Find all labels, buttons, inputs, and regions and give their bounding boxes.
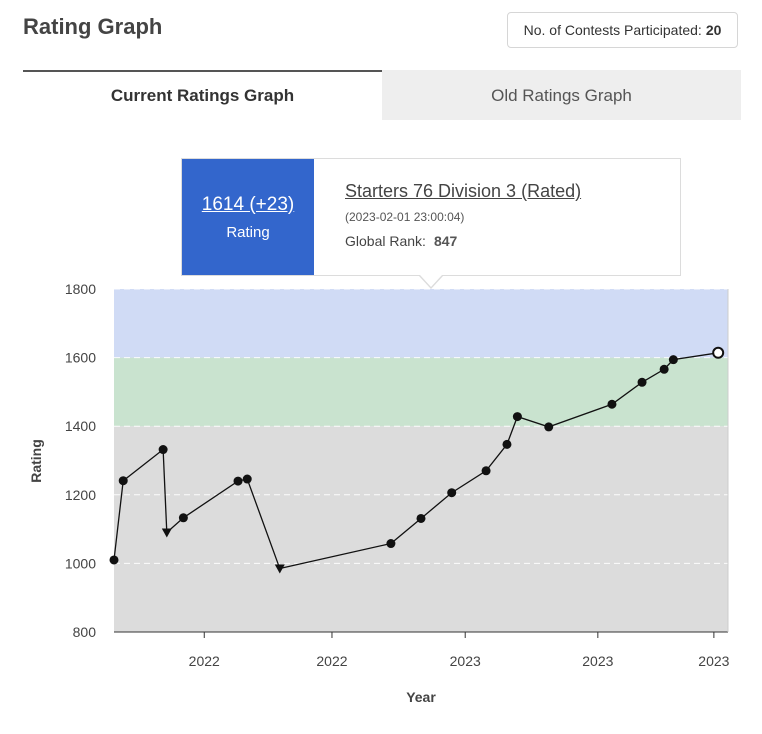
tooltip-rating-value[interactable]: 1614 (+23) — [201, 193, 295, 215]
grid-lines — [114, 288, 728, 564]
x-tick-label-3: 2023 — [582, 653, 613, 669]
contests-count-label: No. of Contests Participated: — [523, 22, 702, 38]
tooltip-rating-label: Rating — [226, 223, 270, 241]
y-tick-label-1600: 1600 — [65, 350, 96, 366]
y-axis-label: Rating — [28, 439, 44, 483]
rating-point-18 — [668, 355, 678, 365]
contests-count-value: 20 — [705, 22, 722, 38]
rating-point-11 — [481, 466, 491, 476]
tooltip-rating-panel: 1614 (+23) Rating — [182, 159, 314, 275]
rating-point-7 — [274, 564, 285, 574]
rating-point-14 — [544, 422, 554, 432]
rating-point-12 — [502, 439, 512, 449]
y-tick-label-1800: 1800 — [65, 281, 96, 297]
rating-bands — [114, 289, 728, 632]
y-tick-label-1400: 1400 — [65, 418, 96, 434]
x-tick-label-1: 2022 — [316, 653, 347, 669]
y-tick-label-1000: 1000 — [65, 555, 96, 571]
tab-current-ratings-graph[interactable]: Current Ratings Graph — [23, 70, 382, 120]
rating-point-15 — [607, 399, 617, 409]
rating-series — [109, 346, 725, 574]
page-title: Rating Graph — [23, 14, 163, 39]
x-axis-label: Year — [406, 689, 436, 705]
rating-point-6 — [242, 474, 252, 484]
rating-point-3 — [161, 528, 172, 538]
contests-count-badge: No. of Contests Participated: 20 — [507, 12, 738, 48]
rating-point-10 — [447, 488, 457, 498]
tooltip-global-rank: Global Rank: 847 — [345, 233, 581, 249]
rating-point-17 — [659, 364, 669, 374]
graph-tabs: Current Ratings Graph Old Ratings Graph — [23, 70, 741, 120]
x-tick-label-2: 2023 — [450, 653, 481, 669]
tooltip-contest-date: (2023-02-01 23:00:04) — [345, 210, 465, 224]
contest-tooltip: 1614 (+23) Rating Starters 76 Division 3… — [181, 158, 681, 276]
rating-point-5 — [233, 476, 243, 486]
axes — [114, 289, 729, 633]
rating-band-0 — [114, 426, 728, 632]
tooltip-rank-value: 847 — [433, 233, 458, 249]
tooltip-contest-link[interactable]: Starters 76 Division 3 (Rated) — [345, 181, 582, 201]
rating-point-4 — [178, 513, 188, 523]
rating-point-2 — [158, 445, 168, 455]
x-tick-label-0: 2022 — [189, 653, 220, 669]
rating-point-19 — [712, 346, 725, 359]
rating-point-8 — [386, 539, 396, 549]
tab-old-ratings-graph[interactable]: Old Ratings Graph — [382, 70, 741, 120]
x-tick-label-4: 2023 — [698, 653, 729, 669]
tooltip-arrow — [420, 275, 442, 287]
rating-point-13 — [512, 412, 522, 422]
tooltip-rank-label: Global Rank: — [345, 233, 426, 249]
y-tick-label-800: 800 — [73, 624, 97, 640]
rating-point-9 — [416, 513, 426, 523]
x-tick-labels: 2022 2022 2023 2023 2023 — [189, 632, 730, 669]
rating-point-16 — [637, 377, 647, 387]
y-tick-labels: 800 1000 1200 1400 1600 1800 — [65, 281, 96, 640]
tooltip-details: Starters 76 Division 3 (Rated) (2023-02-… — [314, 159, 581, 275]
rating-band-1 — [114, 357, 728, 427]
rating-band-2 — [114, 289, 728, 358]
rating-point-0 — [109, 555, 119, 565]
rating-point-1 — [118, 476, 128, 486]
y-tick-label-1200: 1200 — [65, 487, 96, 503]
